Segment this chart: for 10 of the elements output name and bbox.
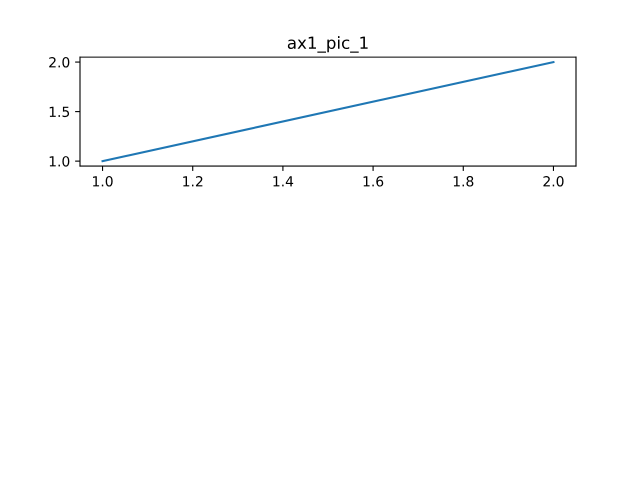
y-tick-label: 1.5: [50, 106, 70, 118]
x-tick-label: 2.0: [543, 176, 564, 187]
y-tick-label: 2.0: [49, 57, 70, 68]
x-tick-label: 1.8: [454, 176, 474, 187]
x-tick-label: 1.4: [273, 176, 294, 186]
y-tick-label: 1.0: [50, 156, 70, 167]
x-tick-label: 1.2: [183, 176, 202, 186]
x-tick-label: 1.0: [93, 176, 113, 187]
x-tick-label: 1.6: [364, 176, 384, 187]
chart-title: ax1_pic_1: [288, 36, 368, 53]
